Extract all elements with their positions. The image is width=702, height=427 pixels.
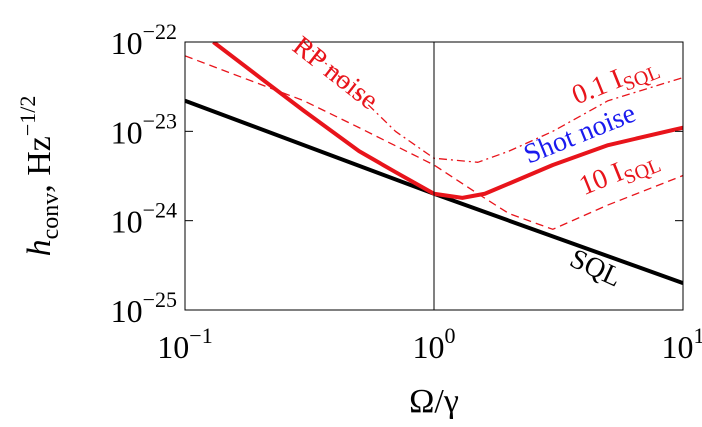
- text-part: conv: [38, 193, 64, 240]
- text-part: −24: [143, 198, 177, 223]
- text-part: 0: [445, 323, 456, 348]
- text-part: 1: [694, 323, 702, 348]
- text-part: −25: [143, 287, 177, 312]
- text-part: SQL: [621, 154, 664, 189]
- text-part: −1: [189, 323, 212, 348]
- text-part: 10: [111, 204, 143, 240]
- text-part: 10: [111, 293, 143, 329]
- text-part: h: [21, 239, 58, 256]
- y-tick-label: 10−22: [111, 19, 177, 61]
- text-part: −1/2: [15, 96, 40, 137]
- text-part: , Hz: [21, 136, 58, 193]
- text-part: RP noise: [287, 31, 384, 117]
- text-part: Ω/γ: [409, 383, 459, 420]
- text-part: 10: [157, 329, 189, 365]
- text-part: 10 I: [575, 157, 628, 202]
- y-axis-label: hconv, Hz−1/2: [15, 96, 64, 257]
- annotation: RP noise: [287, 31, 384, 117]
- text-part: −22: [143, 19, 177, 44]
- text-part: 10: [111, 25, 143, 61]
- series-line: [185, 55, 683, 230]
- text-part: 10: [413, 329, 445, 365]
- y-tick-label: 10−23: [111, 108, 177, 150]
- text-part: −23: [143, 108, 177, 133]
- text-part: SQL: [565, 243, 626, 293]
- annotation: SQL: [565, 243, 626, 293]
- y-tick-label: 10−25: [111, 287, 177, 329]
- series-line: [303, 42, 683, 163]
- y-tick-label: 10−24: [111, 198, 177, 240]
- x-tick-label: 101: [662, 323, 702, 365]
- x-tick-label: 10−1: [157, 323, 212, 365]
- text-part: 10: [111, 114, 143, 150]
- series-line: [212, 42, 683, 200]
- text-part: 10: [662, 329, 694, 365]
- x-axis-label: Ω/γ: [409, 383, 459, 420]
- x-tick-label: 100: [413, 323, 456, 365]
